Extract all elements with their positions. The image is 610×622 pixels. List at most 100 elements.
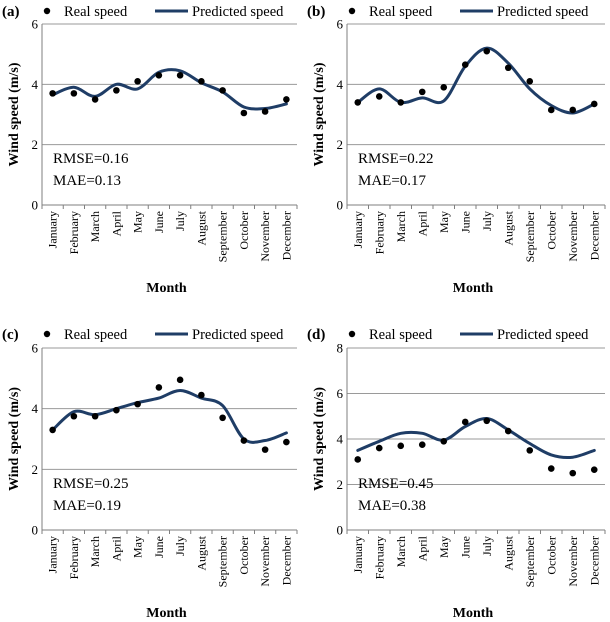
x-tick-label: May — [437, 211, 451, 233]
legend-predicted-label: Predicted speed — [192, 327, 284, 343]
real-speed-point — [590, 466, 598, 474]
real-speed-point — [91, 96, 99, 103]
x-tick-label: April — [415, 535, 429, 561]
y-tick-label: 6 — [337, 17, 344, 32]
real-speed-point — [397, 442, 405, 450]
y-tick-label: 4 — [32, 77, 39, 92]
x-tick-label: February — [372, 211, 386, 254]
real-speed-point — [219, 87, 226, 94]
x-tick-label: June — [458, 211, 472, 233]
legend-real-label: Real speed — [369, 4, 433, 20]
real-speed-point — [70, 90, 78, 97]
x-tick-label: October — [544, 536, 558, 575]
predicted-speed-line — [51, 389, 288, 444]
real-speed-point — [91, 412, 99, 420]
real-speed-point — [418, 441, 426, 448]
x-tick-label: October — [544, 211, 558, 250]
x-tick-label: December — [587, 211, 601, 260]
rmse-label: RMSE=0.16 — [53, 151, 129, 167]
rmse-label: RMSE=0.22 — [358, 151, 434, 167]
real-speed-point — [526, 78, 534, 85]
real-speed-point — [219, 414, 226, 422]
real-speed-point — [261, 446, 269, 453]
x-tick-label: October — [237, 211, 251, 250]
predicted-speed-line — [356, 416, 596, 460]
y-tick-label: 2 — [337, 477, 344, 492]
real-speed-point — [134, 78, 141, 85]
real-speed-point — [569, 106, 577, 114]
mae-label: MAE=0.19 — [53, 498, 121, 514]
x-tick-label: December — [279, 536, 293, 585]
predicted-speed-line — [51, 68, 288, 111]
x-tick-label: March — [394, 536, 408, 567]
x-tick-label: July — [173, 211, 187, 231]
real-speed-point — [155, 384, 163, 391]
x-tick-label: November — [258, 536, 272, 587]
x-tick-label: December — [279, 211, 293, 260]
real-speed-point — [375, 444, 383, 452]
y-axis-title: Wind speed (m/s) — [312, 387, 327, 491]
real-speed-point — [240, 109, 248, 117]
y-tick-label: 4 — [32, 401, 39, 416]
real-speed-point — [261, 108, 269, 115]
x-tick-label: September — [523, 211, 537, 262]
x-tick-label: August — [501, 535, 515, 570]
real-speed-point — [155, 71, 163, 79]
y-tick-label: 4 — [337, 432, 344, 447]
real-speed-point — [483, 417, 491, 425]
x-tick-label: June — [152, 211, 166, 233]
real-speed-point — [375, 93, 383, 100]
real-speed-point — [590, 100, 598, 108]
mae-label: MAE=0.13 — [53, 173, 121, 189]
real-speed-point — [461, 61, 469, 69]
x-tick-label: August — [501, 210, 515, 245]
y-tick-label: 4 — [337, 77, 344, 92]
x-tick-label: February — [372, 536, 386, 579]
real-speed-point — [198, 78, 205, 85]
y-tick-label: 6 — [337, 386, 344, 401]
x-tick-label: March — [88, 536, 102, 567]
y-tick-label: 0 — [32, 198, 39, 213]
y-tick-label: 0 — [32, 523, 39, 538]
mae-label: MAE=0.17 — [358, 173, 427, 189]
x-tick-label: February — [67, 211, 81, 254]
x-axis-title: Month — [146, 606, 187, 621]
x-tick-label: April — [109, 210, 123, 236]
real-speed-point — [354, 456, 362, 463]
legend-real-label: Real speed — [369, 327, 433, 343]
panel-label: (d) — [307, 327, 325, 343]
x-tick-label: July — [480, 211, 494, 231]
x-tick-label: September — [216, 536, 230, 587]
x-tick-label: June — [458, 536, 472, 558]
x-tick-label: January — [46, 211, 60, 248]
predicted-speed-line — [356, 46, 596, 115]
legend-real-label: Real speed — [64, 327, 128, 343]
real-speed-point — [240, 437, 248, 444]
y-tick-label: 2 — [32, 137, 39, 152]
real-speed-point — [113, 406, 120, 414]
x-tick-label: January — [46, 536, 60, 573]
x-tick-label: November — [566, 211, 580, 262]
y-axis-title: Wind speed (m/s) — [7, 62, 22, 166]
x-tick-label: May — [131, 536, 145, 558]
real-speed-point — [547, 106, 555, 114]
real-speed-point — [70, 412, 78, 420]
panel-label: (a) — [2, 4, 20, 20]
real-speed-point — [283, 438, 290, 446]
real-speed-point — [198, 391, 205, 399]
real-speed-point — [418, 88, 426, 96]
legend-predicted-label: Predicted speed — [497, 327, 589, 343]
mae-label: MAE=0.38 — [358, 498, 426, 514]
chart-panel: (d) Real speed Predicted speed 0 2 4 6 8 January… — [307, 327, 606, 621]
y-tick-label: 2 — [32, 462, 39, 477]
x-axis-title: Month — [453, 281, 494, 296]
chart-panel: (b) Real speed Predicted speed 0 2 4 6 January F… — [307, 4, 606, 296]
rmse-label: RMSE=0.25 — [53, 476, 129, 492]
real-speed-point — [440, 437, 448, 445]
real-speed-point — [49, 426, 56, 434]
x-tick-label: January — [351, 536, 365, 573]
chart-panel: (a) Real speed Predicted speed 0 2 4 6 January F… — [2, 4, 298, 296]
legend-real-marker — [348, 7, 356, 15]
legend-real-label: Real speed — [64, 4, 128, 20]
